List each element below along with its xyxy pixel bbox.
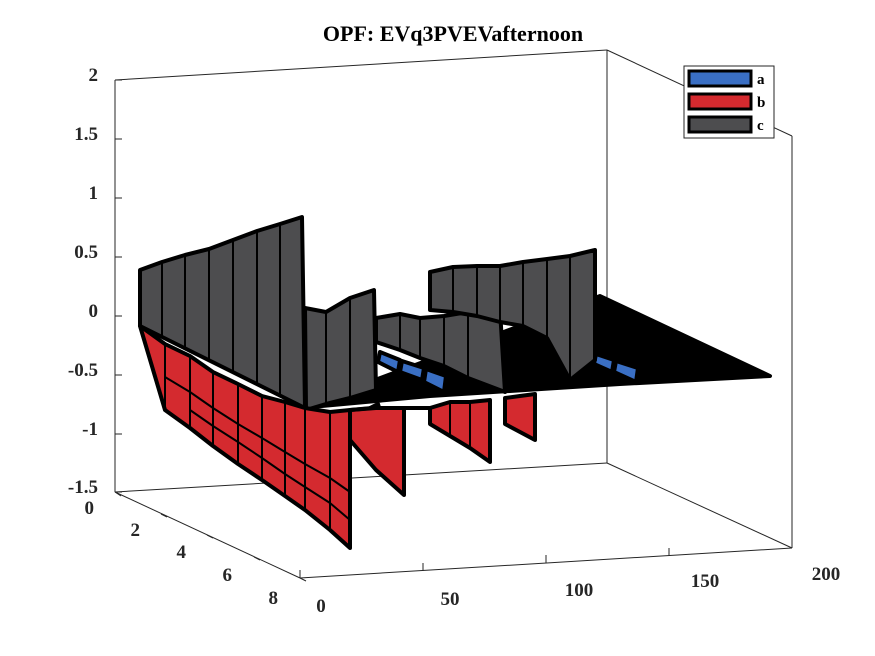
series-a-patch-4 <box>398 359 426 382</box>
series-c-ribs-3 <box>399 312 469 378</box>
y-tick-label: 4 <box>177 542 187 563</box>
series-c-wall-2 <box>303 288 378 412</box>
y-axis: 0 2 4 6 8 <box>85 491 307 609</box>
x-tick-label: 200 <box>812 564 841 585</box>
z-tick-label: 1.5 <box>74 124 98 145</box>
series-b-wall-3 <box>428 398 492 464</box>
z-tick-label: 0.5 <box>74 242 98 263</box>
series-c-ribs-1 <box>161 224 281 394</box>
legend: a b c <box>683 65 775 139</box>
legend-swatch-a <box>687 69 753 88</box>
x-tick-label: 100 <box>565 580 594 601</box>
series-a-patch-7 <box>612 359 640 384</box>
z-tick-label: 2 <box>89 65 99 86</box>
legend-label-c: c <box>757 118 764 134</box>
chart-title: OPF: EVq3PVEVafternoon <box>323 21 583 46</box>
legend-swatch-b <box>687 92 753 111</box>
x-tick-label: 0 <box>316 596 326 617</box>
series-a-patch-5 <box>422 367 448 394</box>
surface-plot <box>138 215 772 550</box>
series-b-grid-1 <box>164 344 351 530</box>
series-c-ribs-4 <box>452 256 571 380</box>
x-tick-label: 50 <box>441 589 460 610</box>
y-tick-label: 8 <box>269 588 279 609</box>
legend-swatch-c <box>687 115 753 134</box>
y-tick-label: 0 <box>85 498 95 519</box>
x-axis: 0 50 100 150 200 <box>299 540 841 617</box>
z-tick-label: -0.5 <box>68 360 98 381</box>
y-tick-label: 2 <box>131 520 141 541</box>
z-tick-label: -1 <box>82 419 98 440</box>
series-b-wall-2 <box>348 406 406 497</box>
series-b-edge-link <box>349 406 430 412</box>
series-b-wall-4 <box>503 392 537 442</box>
x-tick-label: 150 <box>691 571 720 592</box>
z-tick-label: 0 <box>89 301 99 322</box>
legend-label-b: b <box>757 95 765 111</box>
z-tick-label: 1 <box>89 183 99 204</box>
series-a-patch-3 <box>376 350 402 374</box>
y-tick-label: 6 <box>223 565 233 586</box>
series-c-wall-4 <box>428 248 597 382</box>
legend-label-a: a <box>757 72 765 88</box>
series-c-ribs-2 <box>325 298 351 404</box>
z-tick-label: -1.5 <box>68 477 98 498</box>
series-b-grid-3 <box>449 402 471 448</box>
series-b-wall-1 <box>138 324 352 550</box>
z-axis: 2 1.5 1 0.5 0 -0.5 -1 -1.5 <box>68 65 122 498</box>
